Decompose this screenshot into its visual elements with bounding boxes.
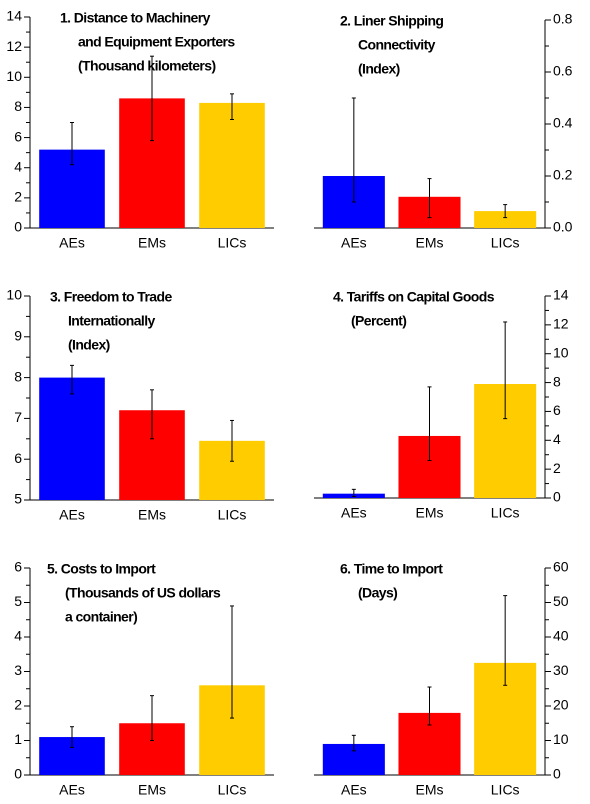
y-tick-label: 12 bbox=[553, 316, 569, 332]
y-tick-label: 0.4 bbox=[553, 115, 573, 131]
x-tick-label: LICs bbox=[491, 235, 520, 251]
x-tick-label: AEs bbox=[59, 782, 85, 798]
y-tick-label: 0 bbox=[553, 489, 561, 505]
chart-title: (Thousands of US dollars bbox=[65, 585, 221, 601]
y-tick-label: 10 bbox=[6, 68, 22, 84]
y-tick-label: 6 bbox=[553, 402, 561, 418]
y-tick-label: 0.6 bbox=[553, 63, 573, 79]
chart-title: 2. Liner Shipping bbox=[340, 13, 443, 29]
y-tick-label: 6 bbox=[14, 128, 22, 144]
y-tick-label: 8 bbox=[14, 368, 22, 384]
chart-title: Connectivity bbox=[358, 37, 436, 53]
x-tick-label: AEs bbox=[59, 507, 85, 523]
chart-title: (Index) bbox=[358, 61, 400, 77]
y-tick-label: 10 bbox=[553, 731, 569, 747]
y-tick-label: 3 bbox=[14, 662, 22, 678]
y-tick-label: 6 bbox=[14, 450, 22, 466]
x-tick-label: LICs bbox=[218, 782, 247, 798]
y-tick-label: 7 bbox=[14, 409, 22, 425]
x-tick-label: AEs bbox=[341, 782, 367, 798]
y-tick-label: 8 bbox=[14, 98, 22, 114]
x-tick-label: EMs bbox=[416, 235, 444, 251]
x-tick-label: AEs bbox=[341, 235, 367, 251]
y-tick-label: 4 bbox=[14, 628, 22, 644]
y-tick-label: 10 bbox=[553, 344, 569, 360]
y-tick-label: 0 bbox=[553, 766, 561, 782]
y-tick-label: 10 bbox=[6, 287, 22, 303]
x-tick-label: EMs bbox=[138, 782, 166, 798]
y-tick-label: 8 bbox=[553, 373, 561, 389]
chart-title: 1. Distance to Machinery bbox=[60, 10, 211, 26]
y-tick-label: 20 bbox=[553, 697, 569, 713]
chart-title: a container) bbox=[65, 609, 137, 625]
y-tick-label: 2 bbox=[14, 189, 22, 205]
y-tick-label: 14 bbox=[553, 287, 569, 303]
y-tick-label: 5 bbox=[14, 491, 22, 507]
x-tick-label: EMs bbox=[138, 235, 166, 251]
x-tick-label: AEs bbox=[341, 505, 367, 521]
chart-title: (Percent) bbox=[351, 313, 406, 329]
y-tick-label: 2 bbox=[14, 697, 22, 713]
y-tick-label: 0.8 bbox=[553, 11, 573, 27]
x-tick-label: EMs bbox=[138, 507, 166, 523]
chart-title: (Thousand kilometers) bbox=[78, 58, 216, 74]
chart-title: 6. Time to Import bbox=[340, 561, 443, 577]
y-tick-label: 9 bbox=[14, 328, 22, 344]
y-tick-label: 50 bbox=[553, 593, 569, 609]
y-tick-label: 0 bbox=[14, 766, 22, 782]
x-tick-label: AEs bbox=[59, 235, 85, 251]
chart-title: 5. Costs to Import bbox=[47, 561, 156, 577]
x-tick-label: LICs bbox=[218, 507, 247, 523]
x-tick-label: LICs bbox=[491, 505, 520, 521]
bar bbox=[199, 102, 265, 228]
y-tick-label: 6 bbox=[14, 559, 22, 575]
bar bbox=[39, 377, 105, 500]
y-tick-label: 4 bbox=[14, 158, 22, 174]
x-tick-label: LICs bbox=[218, 235, 247, 251]
y-tick-label: 0 bbox=[14, 219, 22, 235]
chart-title: 4. Tariffs on Capital Goods bbox=[333, 289, 495, 305]
chart-title: (Days) bbox=[358, 585, 397, 601]
y-tick-label: 0.2 bbox=[553, 167, 573, 183]
y-tick-label: 14 bbox=[6, 8, 22, 24]
y-tick-label: 0.0 bbox=[553, 219, 573, 235]
x-tick-label: LICs bbox=[491, 782, 520, 798]
y-tick-label: 12 bbox=[6, 38, 22, 54]
y-tick-label: 5 bbox=[14, 593, 22, 609]
chart-title: (Index) bbox=[68, 337, 110, 353]
bar bbox=[474, 211, 537, 228]
chart-title: 3. Freedom to Trade bbox=[50, 289, 172, 305]
y-tick-label: 2 bbox=[553, 460, 561, 476]
y-tick-label: 1 bbox=[14, 731, 22, 747]
chart-title: and Equipment Exporters bbox=[78, 34, 235, 50]
y-tick-label: 4 bbox=[553, 431, 561, 447]
chart-title: Internationally bbox=[68, 313, 155, 329]
x-tick-label: EMs bbox=[416, 505, 444, 521]
y-tick-label: 30 bbox=[553, 662, 569, 678]
y-tick-label: 40 bbox=[553, 628, 569, 644]
y-tick-label: 60 bbox=[553, 559, 569, 575]
x-tick-label: EMs bbox=[416, 782, 444, 798]
